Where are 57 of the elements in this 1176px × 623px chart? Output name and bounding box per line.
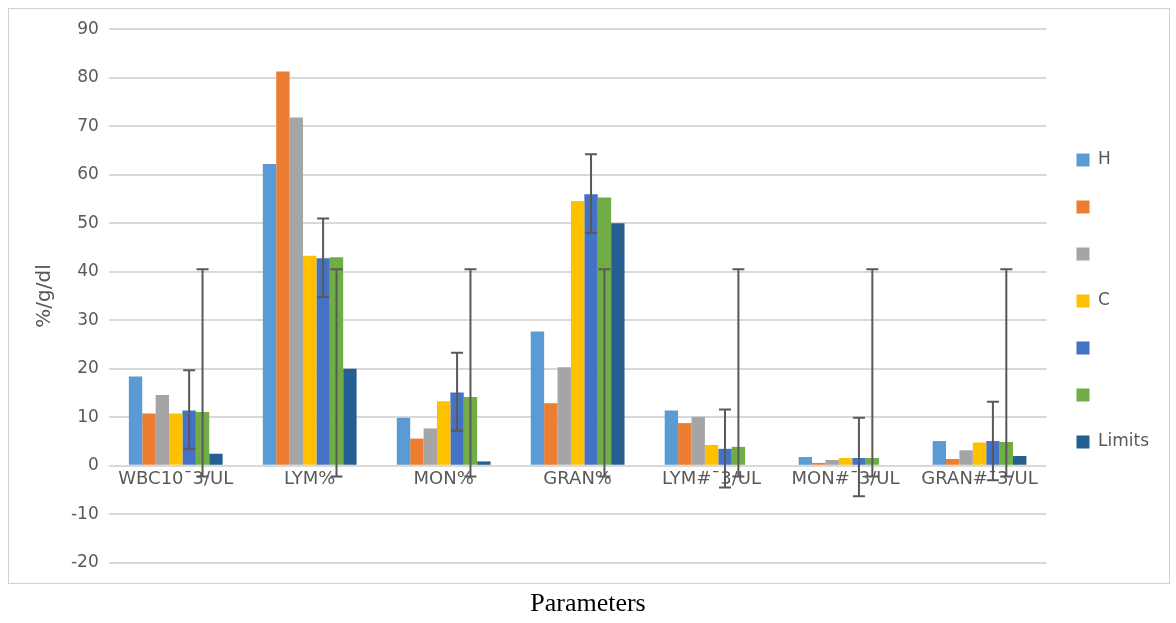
bar [423, 428, 437, 465]
bar [704, 444, 719, 465]
legend-label: H [1098, 148, 1111, 169]
bar [262, 164, 277, 465]
x-axis-title: Parameters [529, 588, 647, 618]
bar [584, 194, 598, 465]
bar [1013, 456, 1027, 465]
y-tick-label: 50 [77, 211, 99, 232]
legend-label: C [1098, 289, 1110, 310]
bar [959, 450, 973, 465]
y-tick-label: 10 [77, 405, 99, 426]
y-tick-label: 80 [77, 66, 99, 87]
bar [932, 441, 947, 465]
y-tick-label: 0 [87, 454, 99, 475]
y-tick-label: -20 [70, 551, 99, 572]
y-tick-label: 90 [77, 17, 99, 38]
x-tick-label: MON% [413, 467, 474, 489]
y-tick-label: 60 [77, 163, 99, 184]
bar [838, 458, 853, 465]
bar [289, 117, 304, 465]
bar [209, 453, 223, 465]
bar [450, 392, 464, 465]
x-tick-label: WBC10¯3/UL [118, 467, 234, 489]
bar [276, 71, 290, 465]
y-tick-label: 20 [77, 357, 99, 378]
y-tick-label: -10 [70, 502, 99, 523]
bar [557, 367, 571, 465]
y-tick-label: 40 [77, 260, 99, 281]
bar [477, 461, 491, 465]
bar [678, 423, 692, 465]
bar [570, 200, 585, 465]
bar [544, 403, 558, 465]
bar [436, 401, 451, 465]
bar [664, 410, 679, 465]
bar [972, 442, 987, 465]
bar [142, 413, 156, 465]
y-axis-title: %/g/dl [31, 264, 56, 328]
x-tick-label: LYM% [284, 467, 336, 489]
bar [155, 394, 170, 465]
bar [946, 458, 960, 465]
bar [303, 255, 317, 465]
bar [798, 457, 813, 465]
bar [169, 413, 183, 465]
y-tick-label: 30 [77, 308, 99, 329]
y-tick-label: 70 [77, 114, 99, 135]
bar [825, 459, 839, 465]
bar [410, 438, 424, 465]
bar [530, 331, 545, 465]
bar [316, 258, 330, 465]
legend-label: Limits [1098, 430, 1150, 451]
bar [691, 416, 705, 465]
x-tick-label: GRAN% [543, 467, 612, 489]
bar [396, 417, 411, 465]
bar [128, 376, 143, 465]
bar [611, 223, 625, 465]
x-tick-label: GRAN#¯3/UL [921, 467, 1038, 489]
bar [343, 368, 357, 465]
